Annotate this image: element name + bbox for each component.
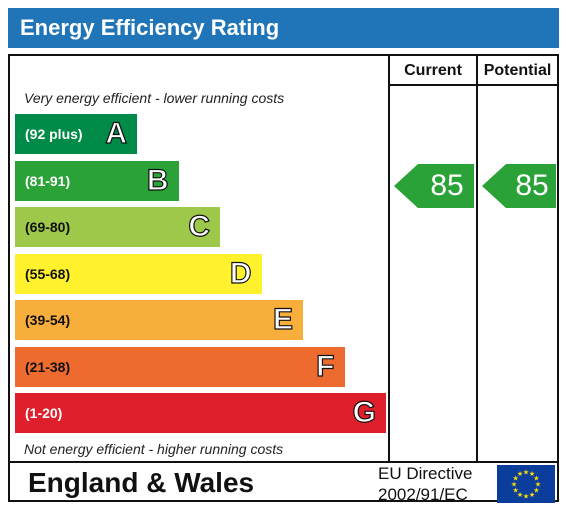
efficient-note: Very energy efficient - lower running co… [24,90,285,106]
eu-star-icon: ★ [512,475,518,483]
band-a: (92 plus) A [15,114,137,154]
eu-flag-icon: ★ ★ ★ ★ ★ ★ ★ ★ ★ ★ ★ ★ [497,465,555,503]
eu-star-icon: ★ [529,491,535,499]
directive-label: EU Directive 2002/91/EC [378,463,472,505]
band-range: (81-91) [25,172,71,189]
column-divider [476,56,478,461]
band-c: (69-80) C [15,207,220,247]
current-column-header: Current [404,62,462,79]
band-b: (81-91) B [15,160,179,201]
inefficient-note: Not energy efficient - higher running co… [24,441,284,457]
potential-column-header: Potential [483,62,552,79]
header-divider [390,84,557,86]
band-f: (21-38) F [15,346,345,387]
band-letter: E [272,302,293,336]
band-range: (39-54) [25,312,71,328]
band-letter: F [316,349,336,383]
eu-star-icon: ★ [523,493,529,501]
rating-table: Current Potential Very energy efficient … [8,54,559,463]
band-e: (39-54) E [15,300,303,340]
band-range: (1-20) [25,405,63,421]
eu-star-icon: ★ [533,487,539,495]
epc-chart: Energy Efficiency Rating Current Potenti… [8,8,559,505]
band-d: (55-68) D [15,253,262,294]
eu-star-icon: ★ [511,481,517,489]
band-g: (1-20) G [15,393,386,433]
band-letter: D [229,256,252,290]
potential-rating-value: 85 [515,169,549,202]
eu-star-icon: ★ [535,481,541,489]
eu-star-icon: ★ [523,469,529,477]
footer: England & Wales EU Directive 2002/91/EC … [8,463,559,505]
eu-star-icon: ★ [517,491,523,499]
column-divider [388,56,390,461]
region-label: England & Wales [28,467,255,498]
directive-line-1: EU Directive [378,464,473,483]
current-rating-value: 85 [430,169,464,202]
band-letter: A [105,116,128,150]
band-range: (55-68) [25,265,71,282]
eu-star-icon: ★ [533,475,539,483]
page-title: Energy Efficiency Rating [8,8,559,48]
band-range: (69-80) [25,219,71,235]
directive-line-2: 2002/91/EC [378,485,468,504]
band-letter: G [352,395,377,429]
band-range: (21-38) [25,358,71,375]
current-rating-arrow: 85 [394,164,474,208]
eu-star-icon: ★ [529,470,535,478]
band-range: (92 plus) [25,126,83,142]
eu-star-icon: ★ [517,470,523,478]
eu-star-icon: ★ [512,487,518,495]
band-letter: B [146,163,169,197]
band-letter: C [188,209,211,243]
potential-rating-arrow: 85 [482,164,556,208]
